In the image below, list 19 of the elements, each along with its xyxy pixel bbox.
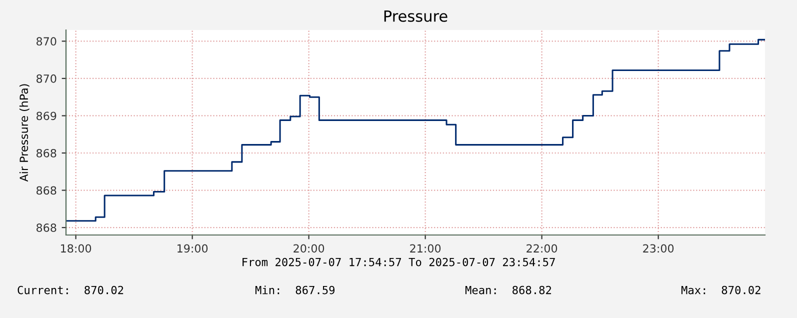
- y-tick-label: 870: [36, 37, 56, 46]
- text: Min: 867.59: [255, 286, 335, 294]
- y-axis-title: Air Pressure (hPa): [19, 84, 30, 182]
- text: Max: 870.02: [681, 286, 760, 294]
- x-tick-label: 23:00: [643, 244, 674, 253]
- y-tick-label: 870: [36, 74, 56, 83]
- y-tick-label: 869: [36, 112, 56, 120]
- x-tick-label: 22:00: [526, 244, 558, 253]
- y-tick-label: 868: [36, 186, 56, 195]
- text: Current: 870.02: [18, 286, 124, 294]
- text: Mean: 868.82: [465, 286, 552, 294]
- x-tick-label: 19:00: [178, 244, 208, 253]
- y-tick-label: 868: [36, 148, 56, 158]
- x-tick-label: 21:00: [410, 244, 441, 253]
- text: From 2025-07-07 17:54:57 To 2025-07-07 23:54:57: [242, 258, 555, 266]
- chart-title: Pressure: [384, 10, 448, 22]
- x-tick-label: 18:00: [61, 244, 92, 253]
- y-tick-label: 868: [36, 224, 56, 232]
- x-tick-label: 20:00: [294, 244, 324, 253]
